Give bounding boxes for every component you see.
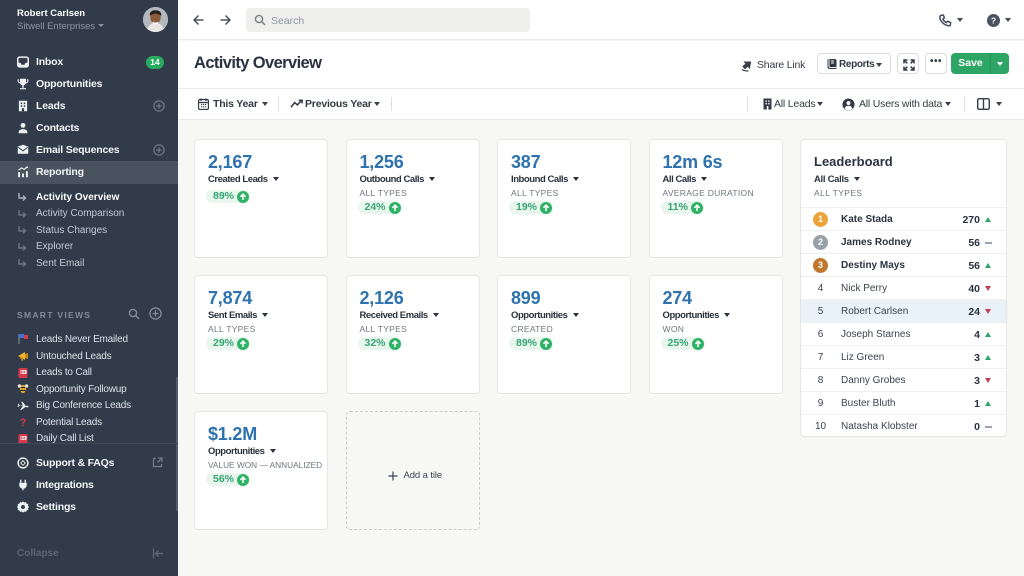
svg-text:?: ? <box>991 16 996 26</box>
svg-text:?: ? <box>20 417 27 428</box>
